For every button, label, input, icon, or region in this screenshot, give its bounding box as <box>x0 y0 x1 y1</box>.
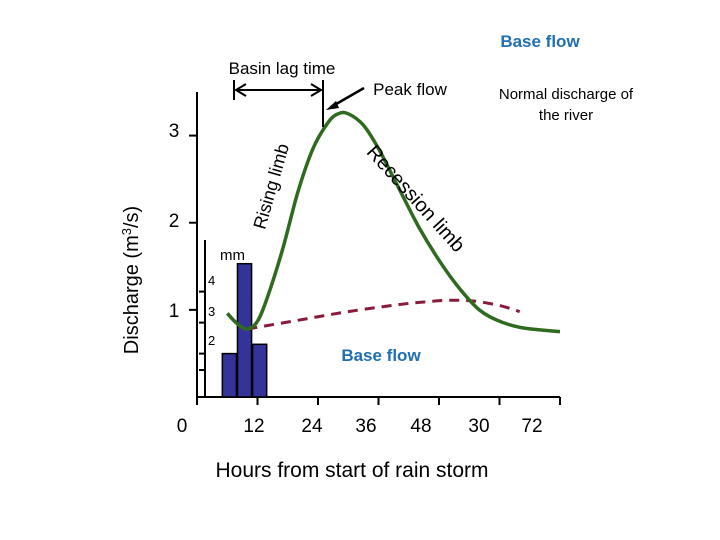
rain-unit-label: mm <box>220 247 245 264</box>
y-tick-label-3: 3 <box>169 121 180 142</box>
x-tick-label-72: 72 <box>521 416 542 437</box>
x-tick-label-24: 24 <box>301 416 323 437</box>
recession-limb-label: Recession limb <box>362 141 469 256</box>
rain-tick-label-2: 2 <box>208 333 215 348</box>
storm-hydrograph-line <box>225 110 561 334</box>
basin-lag-time-label: Basin lag time <box>229 59 336 78</box>
rising-limb-label: Rising limb <box>249 141 292 231</box>
basin-lag-arrow-right-head <box>310 83 323 97</box>
rain-tick-label-3: 3 <box>208 304 215 319</box>
basin-lag-arrow-left-head <box>234 83 247 97</box>
peak-flow-label: Peak flow <box>373 80 447 99</box>
x-tick-label-0: 0 <box>177 416 188 437</box>
base-flow-label: Base flow <box>341 346 421 365</box>
base-flow-line <box>247 298 521 331</box>
rain-tick-label-4: 4 <box>208 273 215 288</box>
x-axis-label: Hours from start of rain storm <box>215 459 488 482</box>
base-flow-title: Base flow <box>500 32 580 51</box>
x-tick-label-30: 30 <box>468 416 489 437</box>
y-tick-label-2: 2 <box>169 211 180 232</box>
rainfall-bar <box>236 262 253 398</box>
rainfall-bar <box>251 343 268 398</box>
x-tick-label-48: 48 <box>410 416 431 437</box>
normal-discharge-label-line2: the river <box>539 107 593 124</box>
y-axis-label: Discharge (m3/s) <box>119 206 143 354</box>
y-tick-label-1: 1 <box>169 301 180 322</box>
x-tick-label-12: 12 <box>243 416 264 437</box>
peak-flow-pointer-head <box>326 101 339 110</box>
normal-discharge-label-line1: Normal discharge of <box>499 86 634 103</box>
rainfall-bar <box>221 352 238 398</box>
x-tick-label-36: 36 <box>355 416 376 437</box>
